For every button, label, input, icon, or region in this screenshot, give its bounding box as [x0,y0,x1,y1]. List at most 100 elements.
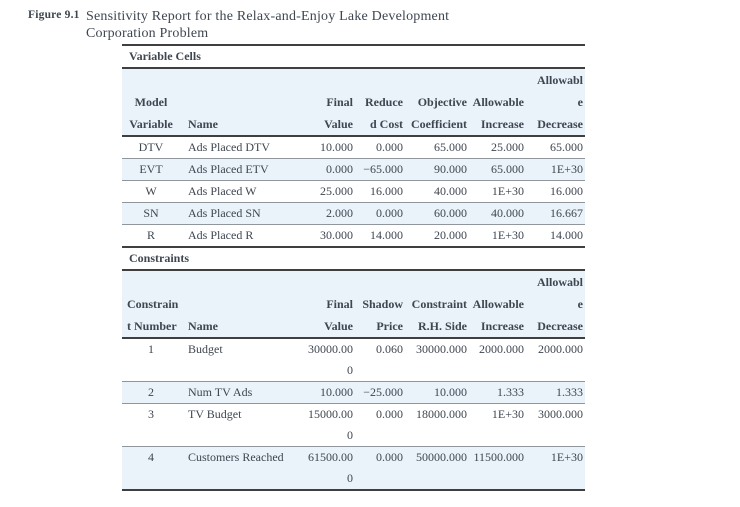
header-cell: Final [304,91,356,113]
header-cell [406,68,470,91]
constraints-table: Allowabl Constrain Final Shadow Constrai… [122,269,585,491]
model-variable-cell: EVT [139,162,163,176]
final-value-cell: 25.000 [320,184,353,198]
header-cell: Constrain [122,293,180,315]
table-row: SN Ads Placed SN 2.000 0.000 60.000 40.0… [122,202,585,225]
table-row: DTV Ads Placed DTV 10.000 0.000 65.000 2… [122,136,585,159]
header-cell: Allowabl [527,270,585,293]
header-cell: Decrease [527,315,585,339]
final-value-cell: 61500.000 [308,450,353,485]
header-row: Model Final Reduce Objective Allowable e [122,91,585,113]
allowable-decrease-cell: 14.000 [550,228,583,242]
model-variable-cell: DTV [138,140,164,154]
final-value-cell: 30.000 [320,228,353,242]
header-cell: Allowable [470,91,527,113]
header-cell: Variable [122,113,180,137]
header-cell: d Cost [356,113,406,137]
header-row: Allowabl [122,270,585,293]
constraint-number-cell: 4 [148,450,154,464]
figure-label: Figure 9.1 [28,9,80,21]
name-cell: Customers Reached [188,450,284,464]
model-variable-cell: SN [143,206,159,220]
name-cell: Budget [188,342,223,356]
header-row: t Number Name Value Price R.H. Side Incr… [122,315,585,339]
header-cell: Final [304,293,356,315]
header-cell: Allowable [470,293,527,315]
table-row: EVT Ads Placed ETV 0.000 −65.000 90.000 … [122,158,585,181]
header-cell: Constraint [406,293,470,315]
allowable-increase-cell: 1E+30 [491,228,524,242]
header-row: Variable Name Value d Cost Coefficient I… [122,113,585,137]
header-cell [356,270,406,293]
allowable-increase-cell: 11500.000 [473,450,524,464]
allowable-increase-cell: 1E+30 [491,407,524,421]
name-cell: Ads Placed SN [188,206,261,220]
header-cell [406,270,470,293]
header-cell: Model [122,91,180,113]
header-cell [470,270,527,293]
final-value-cell: 30000.000 [308,342,353,377]
header-cell [304,270,356,293]
header-cell [356,68,406,91]
header-cell: Name [180,113,304,137]
header-cell [180,91,304,113]
header-cell: Value [304,113,356,137]
constraint-number-cell: 1 [148,342,154,356]
figure-title-line2: Corporation Problem [86,25,209,41]
allowable-increase-cell: 40.000 [491,206,524,220]
allowable-increase-cell: 1E+30 [491,184,524,198]
name-cell: Ads Placed R [188,228,254,242]
variable-cells-body: DTV Ads Placed DTV 10.000 0.000 65.000 2… [122,136,585,247]
objective-coefficient-cell: 65.000 [434,140,467,154]
name-cell: TV Budget [188,407,242,421]
final-value-cell: 15000.000 [308,407,353,442]
shadow-price-cell: 0.000 [376,407,403,421]
allowable-decrease-cell: 1.333 [556,385,583,399]
header-cell: Price [356,315,406,339]
allowable-decrease-cell: 1E+30 [550,162,583,176]
constraint-rhs-cell: 18000.000 [416,407,467,421]
model-variable-cell: W [145,184,157,198]
variable-cells-table: Allowabl Model Final Reduce Objective Al… [122,67,585,248]
final-value-cell: 10.000 [320,140,353,154]
table-row: W Ads Placed W 25.000 16.000 40.000 1E+3… [122,180,585,203]
shadow-price-cell: 0.060 [376,342,403,356]
header-cell: R.H. Side [406,315,470,339]
shadow-price-cell: −25.000 [363,385,403,399]
header-cell [304,68,356,91]
header-cell: Decrease [527,113,585,137]
allowable-decrease-cell: 65.000 [550,140,583,154]
shadow-price-cell: 0.000 [376,450,403,464]
objective-coefficient-cell: 60.000 [434,206,467,220]
header-cell: e [527,293,585,315]
allowable-decrease-cell: 2000.000 [538,342,583,356]
objective-coefficient-cell: 90.000 [434,162,467,176]
allowable-increase-cell: 25.000 [491,140,524,154]
name-cell: Ads Placed ETV [188,162,269,176]
header-cell: Increase [470,113,527,137]
figure-title-line1: Sensitivity Report for the Relax-and-Enj… [86,9,450,24]
header-cell [470,68,527,91]
name-cell: Ads Placed DTV [188,140,270,154]
reduced-cost-cell: 16.000 [370,184,403,198]
variable-cells-header: Allowabl Model Final Reduce Objective Al… [122,68,585,137]
constraints-header: Allowabl Constrain Final Shadow Constrai… [122,270,585,339]
constraint-rhs-cell: 50000.000 [416,450,467,464]
final-value-cell: 0.000 [326,162,353,176]
constraint-rhs-cell: 30000.000 [416,342,467,356]
allowable-decrease-cell: 1E+30 [550,450,583,464]
reduced-cost-cell: 0.000 [376,206,403,220]
constraint-number-cell: 3 [148,407,154,421]
table-row: 1 Budget 30000.000 0.060 30000.000 2000.… [122,338,585,382]
objective-coefficient-cell: 20.000 [434,228,467,242]
header-cell: Increase [470,315,527,339]
header-row: Allowabl [122,68,585,91]
header-cell: Objective [406,91,470,113]
objective-coefficient-cell: 40.000 [434,184,467,198]
table-row: 4 Customers Reached 61500.000 0.000 5000… [122,446,585,490]
header-cell [180,293,304,315]
allowable-increase-cell: 65.000 [491,162,524,176]
name-cell: Num TV Ads [188,385,253,399]
reduced-cost-cell: 0.000 [376,140,403,154]
header-row: Constrain Final Shadow Constraint Allowa… [122,293,585,315]
